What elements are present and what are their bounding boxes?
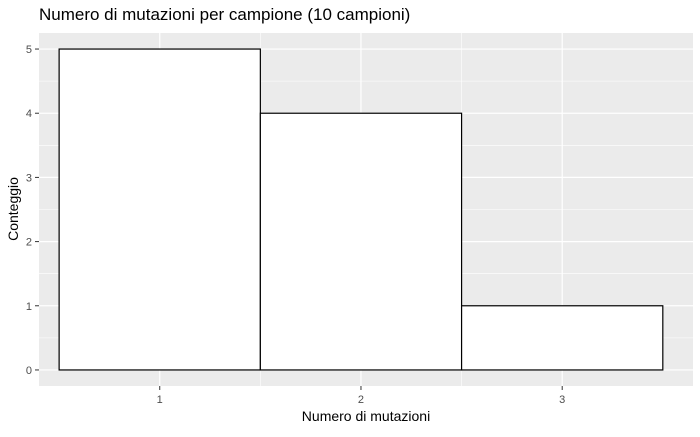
y-tick-label: 0 [26,365,32,377]
y-tick-label: 2 [26,237,32,249]
x-tick-label: 1 [157,394,163,406]
x-tick-label: 3 [559,394,565,406]
bar-3 [460,305,664,371]
axes: 0 1 2 3 4 5 1 2 3 [26,44,565,406]
y-tick-label: 3 [26,172,32,184]
chart-title: Numero di mutazioni per campione (10 cam… [39,5,410,24]
x-tick-label: 2 [358,394,364,406]
x-axis-title: Numero di mutazioni [302,408,430,424]
y-tick-label: 1 [26,301,32,313]
bar-2 [259,112,463,371]
bars [58,48,664,371]
bar-1 [58,48,261,371]
y-axis-title: Conteggio [5,177,21,241]
y-tick-label: 5 [26,44,32,56]
y-tick-label: 4 [26,108,32,120]
